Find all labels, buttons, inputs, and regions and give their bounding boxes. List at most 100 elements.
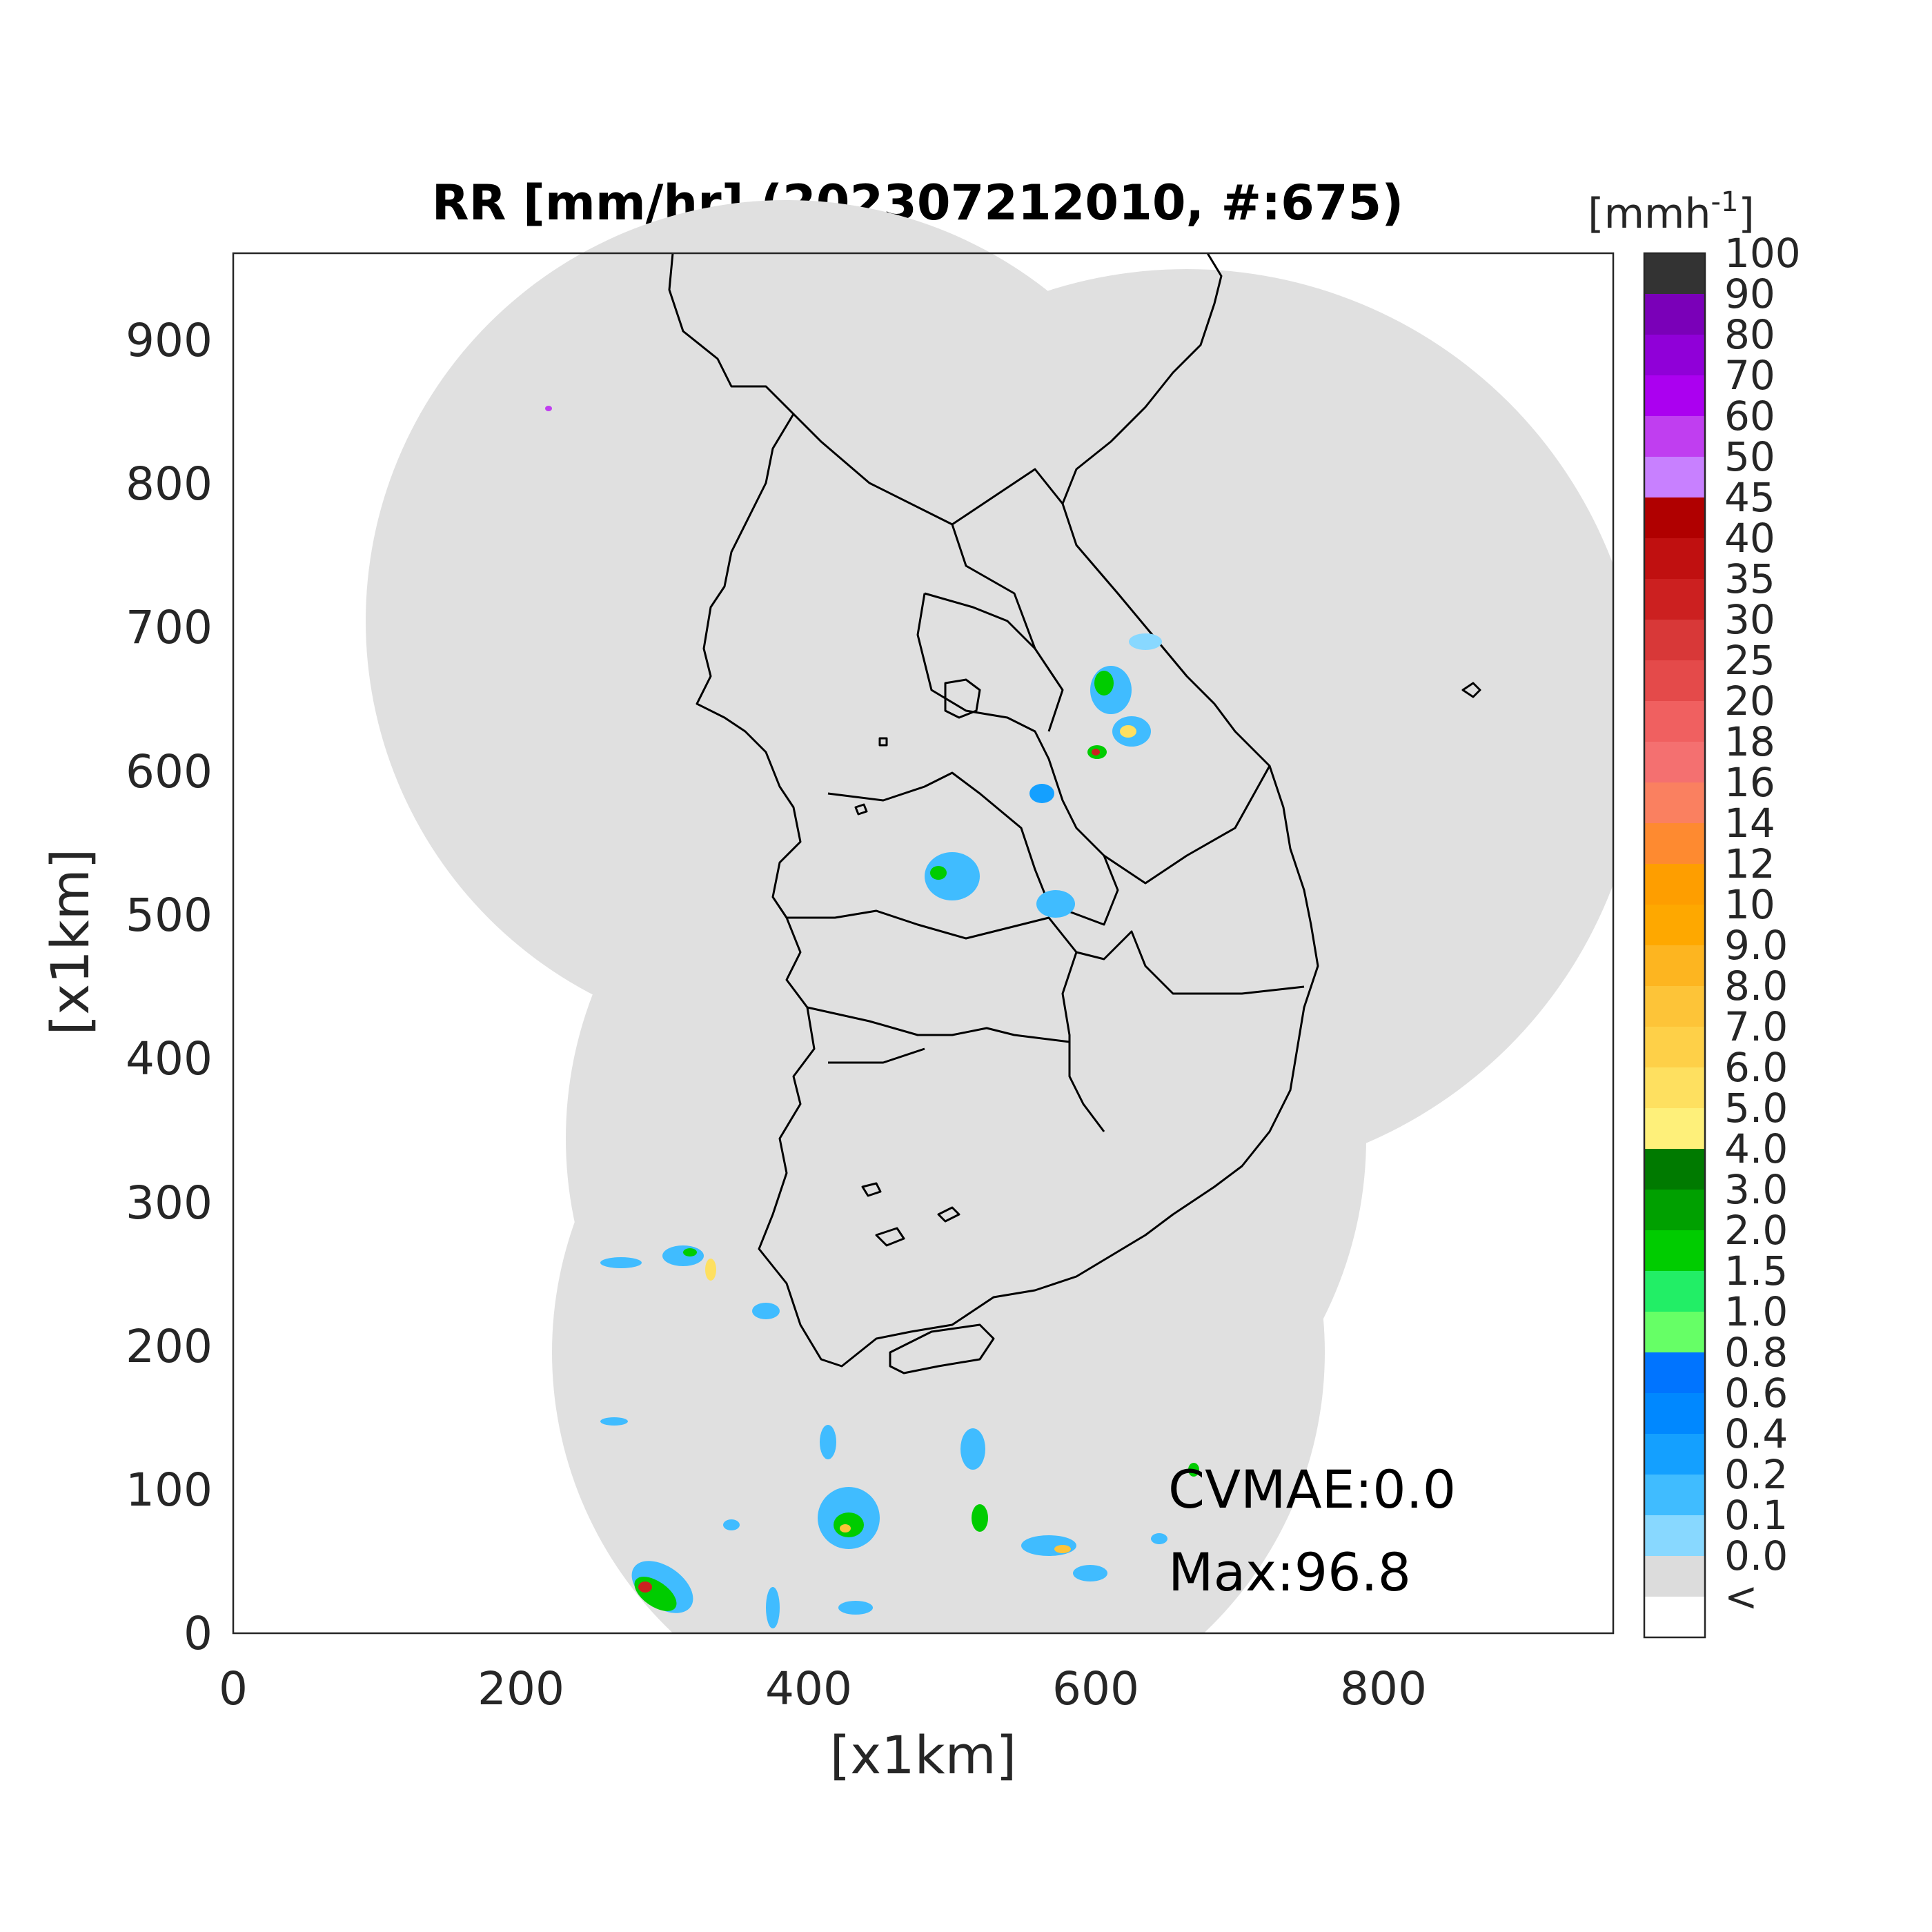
colorbar-tick-label: 20	[1724, 678, 1775, 724]
colorbar-segment	[1644, 1108, 1705, 1150]
echo-cluster	[840, 1524, 851, 1532]
echo-cluster	[1073, 1565, 1107, 1581]
radar-coverage-south	[552, 966, 1325, 1739]
colorbar-tick-label: 1.0	[1724, 1288, 1788, 1335]
coastline	[668, 253, 1481, 1374]
colorbar-tick-label: 30	[1724, 596, 1775, 643]
y-tick-label: 800	[126, 457, 213, 511]
colorbar-segment	[1644, 823, 1705, 865]
colorbar-tick-label: 60	[1724, 393, 1775, 440]
colorbar-unit: [mmh-1]	[1588, 186, 1755, 238]
colorbar-segment	[1644, 986, 1705, 1027]
colorbar-segment	[1644, 1393, 1705, 1435]
colorbar-segment	[1644, 1230, 1705, 1272]
colorbar-segment	[1644, 1352, 1705, 1394]
colorbar-segment	[1644, 1312, 1705, 1353]
colorbar-segment	[1644, 335, 1705, 376]
colorbar-tick-label: 0.6	[1724, 1370, 1788, 1417]
colorbar-segment	[1644, 864, 1705, 905]
colorbar-tick-label: 4.0	[1724, 1125, 1788, 1172]
echo-cluster	[683, 1248, 697, 1256]
colorbar-segment	[1644, 497, 1705, 539]
colorbar-tick-label: 3.0	[1724, 1166, 1788, 1213]
echo-cluster	[820, 1425, 836, 1459]
seoul-border	[944, 678, 981, 719]
colorbar-tick-label: 5.0	[1724, 1085, 1788, 1132]
colorbar-segment	[1644, 538, 1705, 580]
colorbar-unit-exponent: -1	[1711, 186, 1739, 218]
colorbar-segment	[1644, 620, 1705, 661]
colorbar-tick-label: 40	[1724, 515, 1775, 562]
colorbar-segment	[1644, 294, 1705, 335]
korea-outline	[668, 253, 1319, 1368]
colorbar-tick-label: 45	[1724, 474, 1775, 521]
y-tick-label: 300	[126, 1176, 213, 1230]
colorbar-tick-label: 6.0	[1724, 1044, 1788, 1091]
x-tick-label: 200	[477, 1662, 564, 1715]
cvmae-annotation: CVMAE:0.0	[1168, 1459, 1456, 1520]
y-tick-label: 600	[126, 745, 213, 798]
echo-cluster	[766, 1587, 780, 1628]
echo-cluster	[838, 1601, 873, 1615]
colorbar-segment	[1644, 905, 1705, 946]
y-axis-label: [x1km]	[39, 849, 101, 1036]
colorbar-tick-label: 80	[1724, 311, 1775, 358]
colorbar-segment	[1644, 1434, 1705, 1475]
colorbar-tick-label: 2.0	[1724, 1207, 1788, 1254]
colorbar-segment	[1644, 579, 1705, 620]
colorbar-tick-label: 0.4	[1724, 1410, 1788, 1457]
colorbar-segment	[1644, 945, 1705, 987]
province-borders	[787, 413, 1305, 1132]
colorbar-tick-label: 0.8	[1724, 1329, 1788, 1376]
echo-cluster	[834, 1512, 864, 1537]
colorbar-unit-base: [mmh	[1588, 190, 1711, 238]
colorbar-tick-label: 7.0	[1724, 1003, 1788, 1050]
colorbar-tick-label: 100	[1724, 230, 1801, 277]
colorbar-tick-label: 25	[1724, 637, 1775, 684]
echo-cluster	[930, 866, 947, 880]
precipitation-echoes	[545, 406, 1199, 1628]
colorbar-tick-label: 0.0	[1724, 1532, 1788, 1579]
echo-cluster	[1188, 1463, 1199, 1477]
echo-cluster	[960, 1428, 985, 1470]
colorbar-segment	[1644, 457, 1705, 498]
jeju-island	[889, 1323, 995, 1374]
colorbar-tick-label: 70	[1724, 352, 1775, 399]
colorbar-tick-label: 0.1	[1724, 1492, 1788, 1539]
colorbar-segment	[1644, 1067, 1705, 1109]
y-tick-label: 500	[126, 889, 213, 942]
echo-cluster	[1094, 671, 1114, 696]
echo-cluster	[1054, 1545, 1071, 1553]
colorbar-tick-label: 35	[1724, 555, 1775, 602]
y-tick-label: 700	[126, 601, 213, 654]
ulleung-island	[1461, 682, 1481, 698]
colorbar-unit-close: ]	[1738, 190, 1754, 238]
x-tick-label: 400	[765, 1662, 852, 1715]
colorbar-frame	[1643, 252, 1706, 1639]
colorbar-tick-label: 10	[1724, 881, 1775, 928]
colorbar-segment	[1644, 416, 1705, 457]
colorbar-tick-label: 0.2	[1724, 1451, 1788, 1498]
echo-cluster	[925, 852, 980, 900]
echo-cluster	[1129, 633, 1162, 650]
y-tick-label: 0	[184, 1607, 213, 1660]
colorbar-segment	[1644, 782, 1705, 824]
colorbar-tick-label: <	[1724, 1573, 1758, 1620]
echo-cluster	[600, 1417, 628, 1426]
colorbar-segment	[1644, 1556, 1705, 1597]
echo-cluster	[1029, 784, 1054, 803]
x-tick-label: 800	[1340, 1662, 1427, 1715]
colorbar-segment	[1644, 1190, 1705, 1231]
plot-frame	[232, 252, 1615, 1635]
colorbar-tick-label: 1.5	[1724, 1248, 1788, 1294]
colorbar: 100908070605045403530252018161412109.08.…	[1643, 230, 1801, 1639]
echo-cluster	[705, 1259, 716, 1281]
colorbar-tick-label: 90	[1724, 270, 1775, 317]
colorbar-segment	[1644, 1515, 1705, 1557]
colorbar-segment	[1644, 1027, 1705, 1068]
colorbar-tick-label: 9.0	[1724, 922, 1788, 969]
echo-cluster	[752, 1303, 780, 1319]
radar-coverage	[366, 200, 1642, 1739]
